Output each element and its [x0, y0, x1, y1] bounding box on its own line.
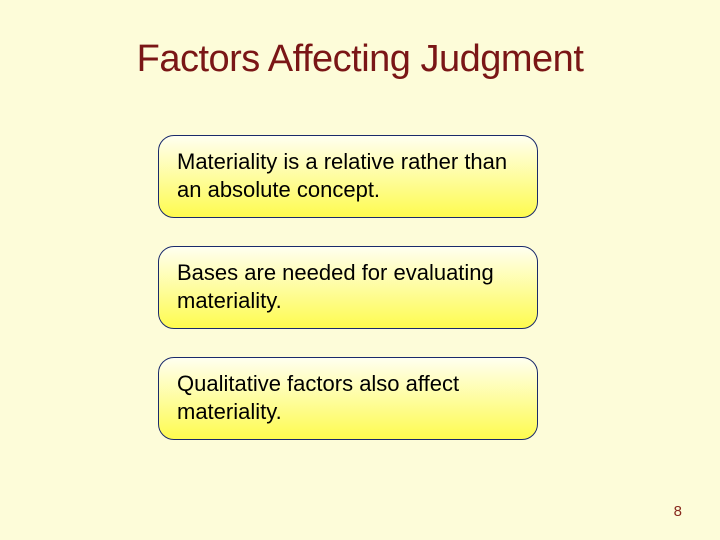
factor-text: Qualitative factors also affect material…: [177, 370, 519, 425]
factor-box: Qualitative factors also affect material…: [158, 357, 538, 440]
box-list: Materiality is a relative rather than an…: [158, 135, 538, 468]
factor-text: Materiality is a relative rather than an…: [177, 148, 519, 203]
factor-box: Materiality is a relative rather than an…: [158, 135, 538, 218]
factor-text: Bases are needed for evaluating material…: [177, 259, 519, 314]
slide: Factors Affecting Judgment Materiality i…: [0, 0, 720, 540]
factor-box: Bases are needed for evaluating material…: [158, 246, 538, 329]
page-number: 8: [674, 503, 682, 520]
slide-title: Factors Affecting Judgment: [0, 38, 720, 81]
